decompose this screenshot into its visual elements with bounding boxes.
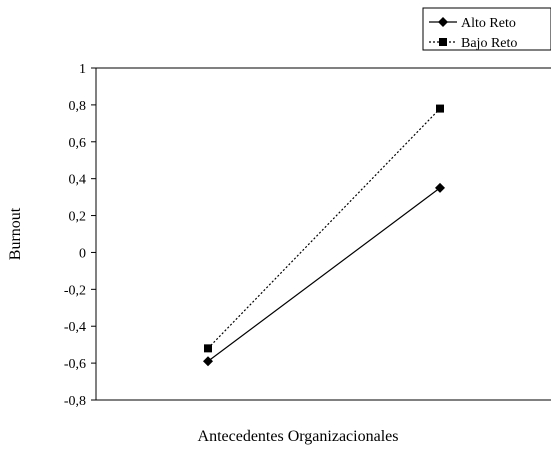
y-tick-label: 0,8 [69, 99, 87, 114]
y-tick-label: -0,8 [64, 394, 86, 409]
legend-label-bajo-reto: Bajo Reto [461, 36, 517, 51]
y-tick-label: 0,4 [69, 173, 87, 188]
series-layer [203, 104, 445, 367]
legend: Alto Reto Bajo Reto [422, 7, 551, 51]
y-tick-label: 0,2 [69, 210, 87, 225]
y-tick-label: -0,4 [64, 320, 86, 335]
legend-entry-alto-reto: Alto Reto [429, 16, 516, 31]
series-line-bajo-reto [207, 108, 441, 349]
legend-label-alto-reto: Alto Reto [461, 16, 516, 31]
data-point-alto-reto [203, 356, 213, 367]
data-point-bajo-reto [204, 344, 212, 353]
legend-entry-bajo-reto: Bajo Reto [429, 36, 517, 51]
y-ticks: 1 0,8 0,6 0,4 0,2 0 -0,2 -0,4 -0,6 -0,8 [64, 62, 96, 409]
data-point-bajo-reto [436, 104, 444, 113]
y-axis-title: Burnout [7, 207, 24, 260]
legend-marker-bajo-reto [439, 38, 447, 46]
y-tick-label: -0,2 [64, 283, 86, 298]
y-tick-label: 1 [79, 62, 86, 77]
legend-marker-alto-reto [438, 17, 448, 27]
y-tick-label: 0,6 [69, 136, 87, 151]
x-axis-title: Antecedentes Organizacionales [198, 428, 399, 445]
y-tick-label: 0 [79, 246, 86, 261]
data-point-alto-reto [435, 182, 445, 193]
series-line-alto-reto [207, 187, 441, 362]
y-tick-label: -0,6 [64, 357, 86, 372]
